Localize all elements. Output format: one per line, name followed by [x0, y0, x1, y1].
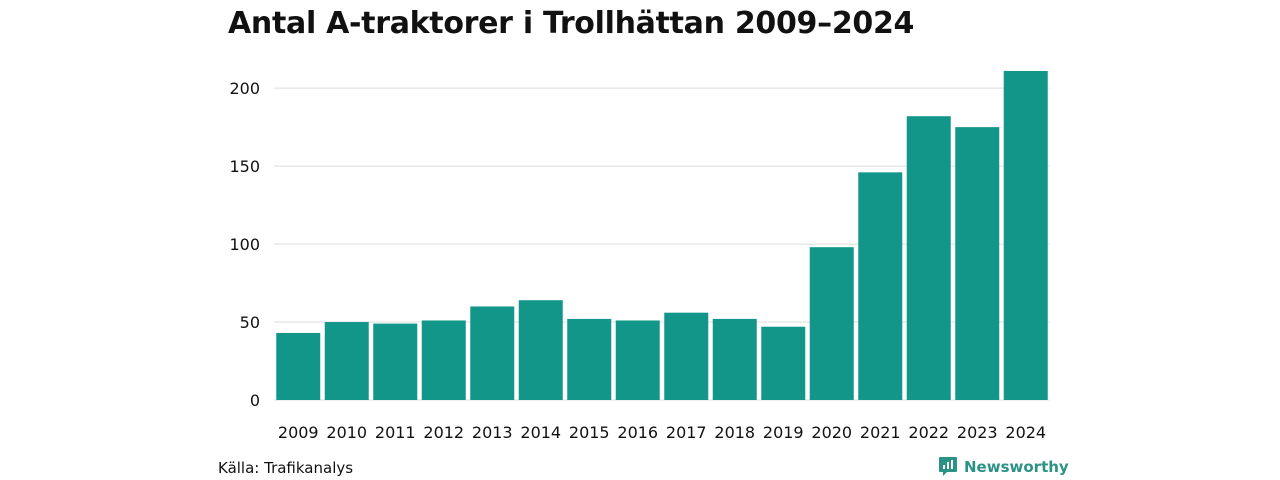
bar-2012 [421, 320, 466, 400]
bar-2022 [906, 116, 951, 400]
newsworthy-chart-bubble-icon [939, 457, 957, 476]
x-tick-label: 2021 [860, 423, 901, 442]
y-tick-label: 150 [229, 157, 260, 176]
bar-2010 [324, 322, 369, 400]
x-tick-label: 2023 [957, 423, 998, 442]
bar-2009 [276, 332, 321, 400]
y-tick-label: 100 [229, 235, 260, 254]
x-tick-label: 2009 [278, 423, 319, 442]
x-tick-label: 2012 [423, 423, 464, 442]
x-tick-label: 2017 [666, 423, 707, 442]
x-tick-label: 2011 [375, 423, 416, 442]
bar-2014 [518, 300, 563, 400]
bar-2020 [809, 247, 854, 400]
x-tick-label: 2016 [617, 423, 658, 442]
x-tick-label: 2024 [1005, 423, 1046, 442]
y-tick-label: 0 [250, 391, 260, 410]
x-tick-label: 2015 [569, 423, 610, 442]
x-axis-ticks: 2009 2010 2011 2012 2013 2014 2015 2016 2017 2018… [278, 423, 1046, 442]
y-axis-ticks: 0 50 100 150 200 [229, 79, 260, 410]
bar-2019 [761, 326, 806, 400]
bar-2017 [664, 312, 709, 400]
brand-name: Newsworthy [964, 458, 1069, 476]
x-tick-label: 2019 [763, 423, 804, 442]
x-tick-label: 2010 [326, 423, 367, 442]
x-tick-label: 2020 [811, 423, 852, 442]
bar-2024 [1003, 71, 1048, 400]
y-tick-label: 50 [240, 313, 260, 332]
bars [276, 71, 1048, 400]
brand-logo: Newsworthy [938, 456, 1069, 478]
x-tick-label: 2018 [714, 423, 755, 442]
chart-title: Antal A-traktorer i Trollhättan 2009–202… [228, 6, 915, 41]
bar-2018 [712, 318, 757, 400]
x-tick-label: 2014 [520, 423, 561, 442]
source-note: Källa: Trafikanalys [218, 459, 354, 477]
x-tick-label: 2013 [472, 423, 513, 442]
bar-2015 [567, 318, 612, 400]
bar-2013 [470, 306, 515, 400]
x-tick-label: 2022 [908, 423, 949, 442]
bar-2011 [373, 323, 418, 400]
bar-2021 [858, 172, 903, 400]
y-tick-label: 200 [229, 79, 260, 98]
bar-2023 [955, 127, 1000, 400]
bar-2016 [615, 320, 660, 400]
bar-chart: 0 50 100 150 200 2009 2010 2011 2012 2013 2014 201… [229, 71, 1050, 442]
